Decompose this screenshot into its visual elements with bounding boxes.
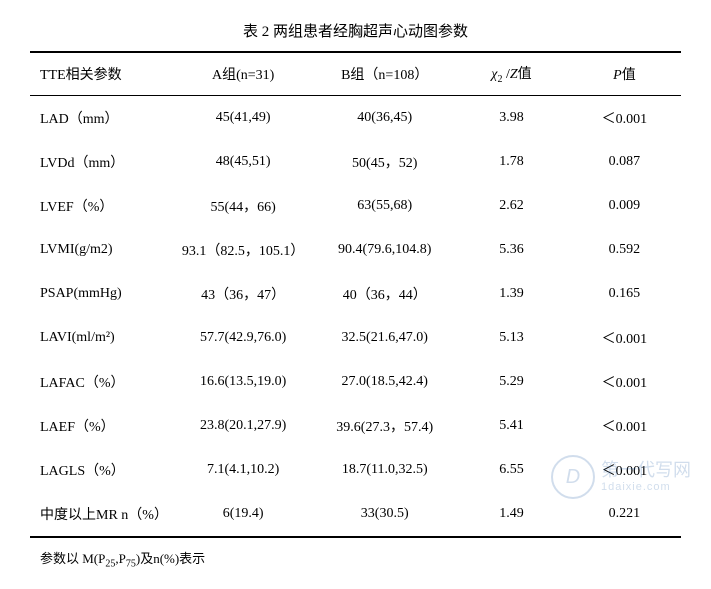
cell-pvalue: 0.009 [568,184,681,228]
cell-param: PSAP(mmHg) [30,272,172,316]
cell-groupB: 40（36，44） [314,272,455,316]
cell-pvalue: 0.165 [568,272,681,316]
table-row: LAFAC（%）16.6(13.5,19.0)27.0(18.5,42.4)5.… [30,360,681,404]
table-title: 表 2 两组患者经胸超声心动图参数 [30,20,681,41]
cell-pvalue: 0.592 [568,228,681,272]
cell-groupB: 18.7(11.0,32.5) [314,448,455,492]
cell-param: LAFAC（%） [30,360,172,404]
table-row: LAGLS（%）7.1(4.1,10.2)18.7(11.0,32.5)6.55… [30,448,681,492]
cell-pvalue: ＜0.001 [568,316,681,360]
table-row: 中度以上MR n（%）6(19.4)33(30.5)1.490.221 [30,492,681,537]
footnote-prefix: 参数以 M(P [40,551,105,566]
footnote: 参数以 M(P25,P75)及n(%)表示 [30,548,681,570]
cell-stat: 3.98 [455,95,568,140]
footnote-mid1: ,P [115,551,125,566]
cell-groupA: 6(19.4) [172,492,314,537]
col-header-param: TTE相关参数 [30,52,172,95]
cell-groupB: 32.5(21.6,47.0) [314,316,455,360]
cell-stat: 1.39 [455,272,568,316]
cell-pvalue: ＜0.001 [568,404,681,448]
footnote-sub1: 25 [105,558,115,569]
cell-groupA: 55(44，66) [172,184,314,228]
footnote-suffix: )及n(%)表示 [136,551,205,566]
cell-groupB: 40(36,45) [314,95,455,140]
cell-stat: 1.78 [455,140,568,184]
cell-stat: 2.62 [455,184,568,228]
cell-param: LAVI(ml/m²) [30,316,172,360]
cell-stat: 5.41 [455,404,568,448]
cell-stat: 5.13 [455,316,568,360]
col-header-groupB: B组（n=108） [314,52,455,95]
cell-pvalue: 0.087 [568,140,681,184]
cell-groupA: 45(41,49) [172,95,314,140]
cell-groupB: 50(45，52) [314,140,455,184]
cell-groupB: 90.4(79.6,104.8) [314,228,455,272]
table-row: LVEF（%）55(44，66)63(55,68)2.620.009 [30,184,681,228]
cell-param: LVEF（%） [30,184,172,228]
stat-suffix: 值 [518,67,532,82]
cell-param: LAEF（%） [30,404,172,448]
cell-param: LVMI(g/m2) [30,228,172,272]
cell-groupA: 23.8(20.1,27.9) [172,404,314,448]
p-suffix: 值 [622,68,636,83]
cell-groupA: 48(45,51) [172,140,314,184]
cell-groupB: 63(55,68) [314,184,455,228]
cell-param: 中度以上MR n（%） [30,492,172,537]
col-header-groupA: A组(n=31) [172,52,314,95]
cell-groupA: 57.7(42.9,76.0) [172,316,314,360]
cell-stat: 6.55 [455,448,568,492]
cell-pvalue: ＜0.001 [568,95,681,140]
cell-pvalue: 0.221 [568,492,681,537]
cell-stat: 1.49 [455,492,568,537]
cell-groupB: 39.6(27.3，57.4) [314,404,455,448]
p-symbol: P [613,68,622,83]
header-row: TTE相关参数 A组(n=31) B组（n=108） χ2 /Z值 P值 [30,52,681,95]
cell-groupA: 16.6(13.5,19.0) [172,360,314,404]
cell-stat: 5.36 [455,228,568,272]
cell-groupB: 33(30.5) [314,492,455,537]
footnote-sub2: 75 [126,558,136,569]
table-row: PSAP(mmHg)43（36，47）40（36，44）1.390.165 [30,272,681,316]
table-body: LAD（mm）45(41,49)40(36,45)3.98＜0.001LVDd（… [30,95,681,537]
col-header-pvalue: P值 [568,52,681,95]
cell-groupB: 27.0(18.5,42.4) [314,360,455,404]
cell-stat: 5.29 [455,360,568,404]
z-symbol: Z [510,67,518,82]
table-row: LAD（mm）45(41,49)40(36,45)3.98＜0.001 [30,95,681,140]
table-row: LAVI(ml/m²)57.7(42.9,76.0)32.5(21.6,47.0… [30,316,681,360]
table-row: LVMI(g/m2)93.1（82.5，105.1）90.4(79.6,104.… [30,228,681,272]
cell-param: LAD（mm） [30,95,172,140]
stat-mid: / [502,67,509,82]
cell-groupA: 93.1（82.5，105.1） [172,228,314,272]
cell-pvalue: ＜0.001 [568,360,681,404]
data-table: TTE相关参数 A组(n=31) B组（n=108） χ2 /Z值 P值 LAD… [30,51,681,538]
table-row: LVDd（mm）48(45,51)50(45，52)1.780.087 [30,140,681,184]
cell-groupA: 7.1(4.1,10.2) [172,448,314,492]
cell-groupA: 43（36，47） [172,272,314,316]
cell-param: LVDd（mm） [30,140,172,184]
cell-pvalue: ＜0.001 [568,448,681,492]
table-row: LAEF（%）23.8(20.1,27.9)39.6(27.3，57.4)5.4… [30,404,681,448]
cell-param: LAGLS（%） [30,448,172,492]
col-header-stat: χ2 /Z值 [455,52,568,95]
